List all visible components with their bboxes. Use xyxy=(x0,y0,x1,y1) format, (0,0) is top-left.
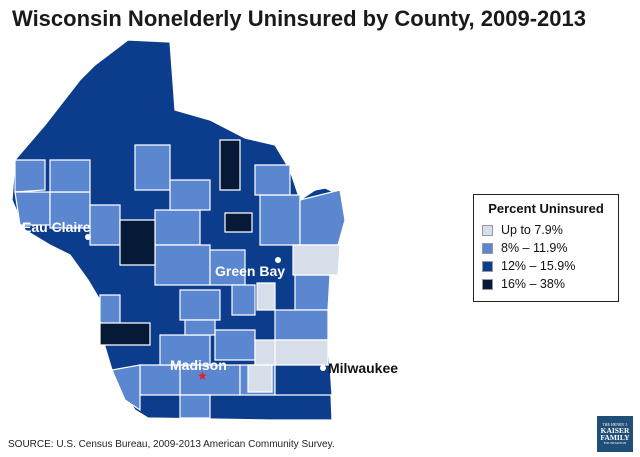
county-clark xyxy=(119,219,156,266)
city-dot-eau-claire xyxy=(85,234,91,240)
source-note: SOURCE: U.S. Census Bureau, 2009-2013 Am… xyxy=(8,439,335,450)
city-label-eau-claire: Eau Claire xyxy=(22,219,91,235)
legend-label: 12% – 15.9% xyxy=(501,259,576,273)
county-milwaukee xyxy=(274,364,333,396)
logo-line4: FOUNDATION xyxy=(603,440,627,445)
county-shawano xyxy=(259,194,301,246)
map-title: Wisconsin Nonelderly Uninsured by County… xyxy=(12,6,586,31)
county-columbia xyxy=(214,329,256,361)
county-dodge xyxy=(254,339,276,366)
county-vilas xyxy=(219,139,241,191)
city-dot-milwaukee xyxy=(320,365,326,371)
legend-swatch-darkest xyxy=(482,278,493,290)
legend-swatch-medium xyxy=(482,260,493,272)
legend-label: 16% – 38% xyxy=(501,277,565,291)
county-menominee xyxy=(224,212,253,233)
county-lincoln xyxy=(169,179,211,211)
county-eau-claire xyxy=(89,204,121,246)
logo-line3: FAMILY xyxy=(600,433,630,443)
legend-item: 16% – 38% xyxy=(482,275,610,293)
county-price xyxy=(134,144,171,191)
county-grant xyxy=(111,364,141,412)
legend-item: 8% – 11.9% xyxy=(482,239,610,257)
logo-line2: KAISER xyxy=(600,425,630,435)
county-marathon xyxy=(154,244,211,286)
star-icon: ★ xyxy=(197,369,208,383)
county-door xyxy=(299,189,346,246)
legend-label: Up to 7.9% xyxy=(501,223,563,237)
legend-swatch-light xyxy=(482,242,493,254)
city-label-madison: Madison xyxy=(170,357,227,373)
city-madison: ★ Madison xyxy=(170,357,227,383)
city-dot-green-bay xyxy=(275,257,281,263)
city-eau-claire: Eau Claire xyxy=(22,219,91,240)
city-green-bay: Green Bay xyxy=(215,257,285,279)
county-vernon xyxy=(99,322,151,346)
county-manitowoc xyxy=(294,274,331,311)
logo-line1: THE HENRY J. xyxy=(602,421,628,427)
legend-swatch-lightest xyxy=(482,224,493,236)
county-wood xyxy=(179,289,221,321)
legend-label: 8% – 11.9% xyxy=(501,241,568,255)
county-barron xyxy=(49,159,91,193)
city-milwaukee: Milwaukee xyxy=(320,360,398,376)
county-juneau xyxy=(184,319,216,336)
county-brown xyxy=(292,244,341,276)
city-label-green-bay: Green Bay xyxy=(215,263,285,279)
county-green xyxy=(179,394,211,419)
county-waukesha xyxy=(247,364,273,393)
county-taylor xyxy=(154,209,201,246)
county-ozaukee xyxy=(274,339,329,366)
city-label-milwaukee: Milwaukee xyxy=(328,360,398,376)
county-la-crosse xyxy=(99,294,121,326)
legend-item: Up to 7.9% xyxy=(482,221,610,239)
legend-item: 12% – 15.9% xyxy=(482,257,610,275)
map-legend: Percent Uninsured Up to 7.9% 8% – 11.9% … xyxy=(473,194,619,302)
county-polk xyxy=(14,159,46,193)
county-winnebago xyxy=(231,284,256,316)
county-florence xyxy=(254,164,291,196)
county-fond-du-lac xyxy=(274,309,329,341)
county-calumet xyxy=(256,282,276,311)
kff-logo: THE HENRY J. KAISER FAMILY FOUNDATION xyxy=(597,416,633,452)
legend-title: Percent Uninsured xyxy=(488,201,604,216)
